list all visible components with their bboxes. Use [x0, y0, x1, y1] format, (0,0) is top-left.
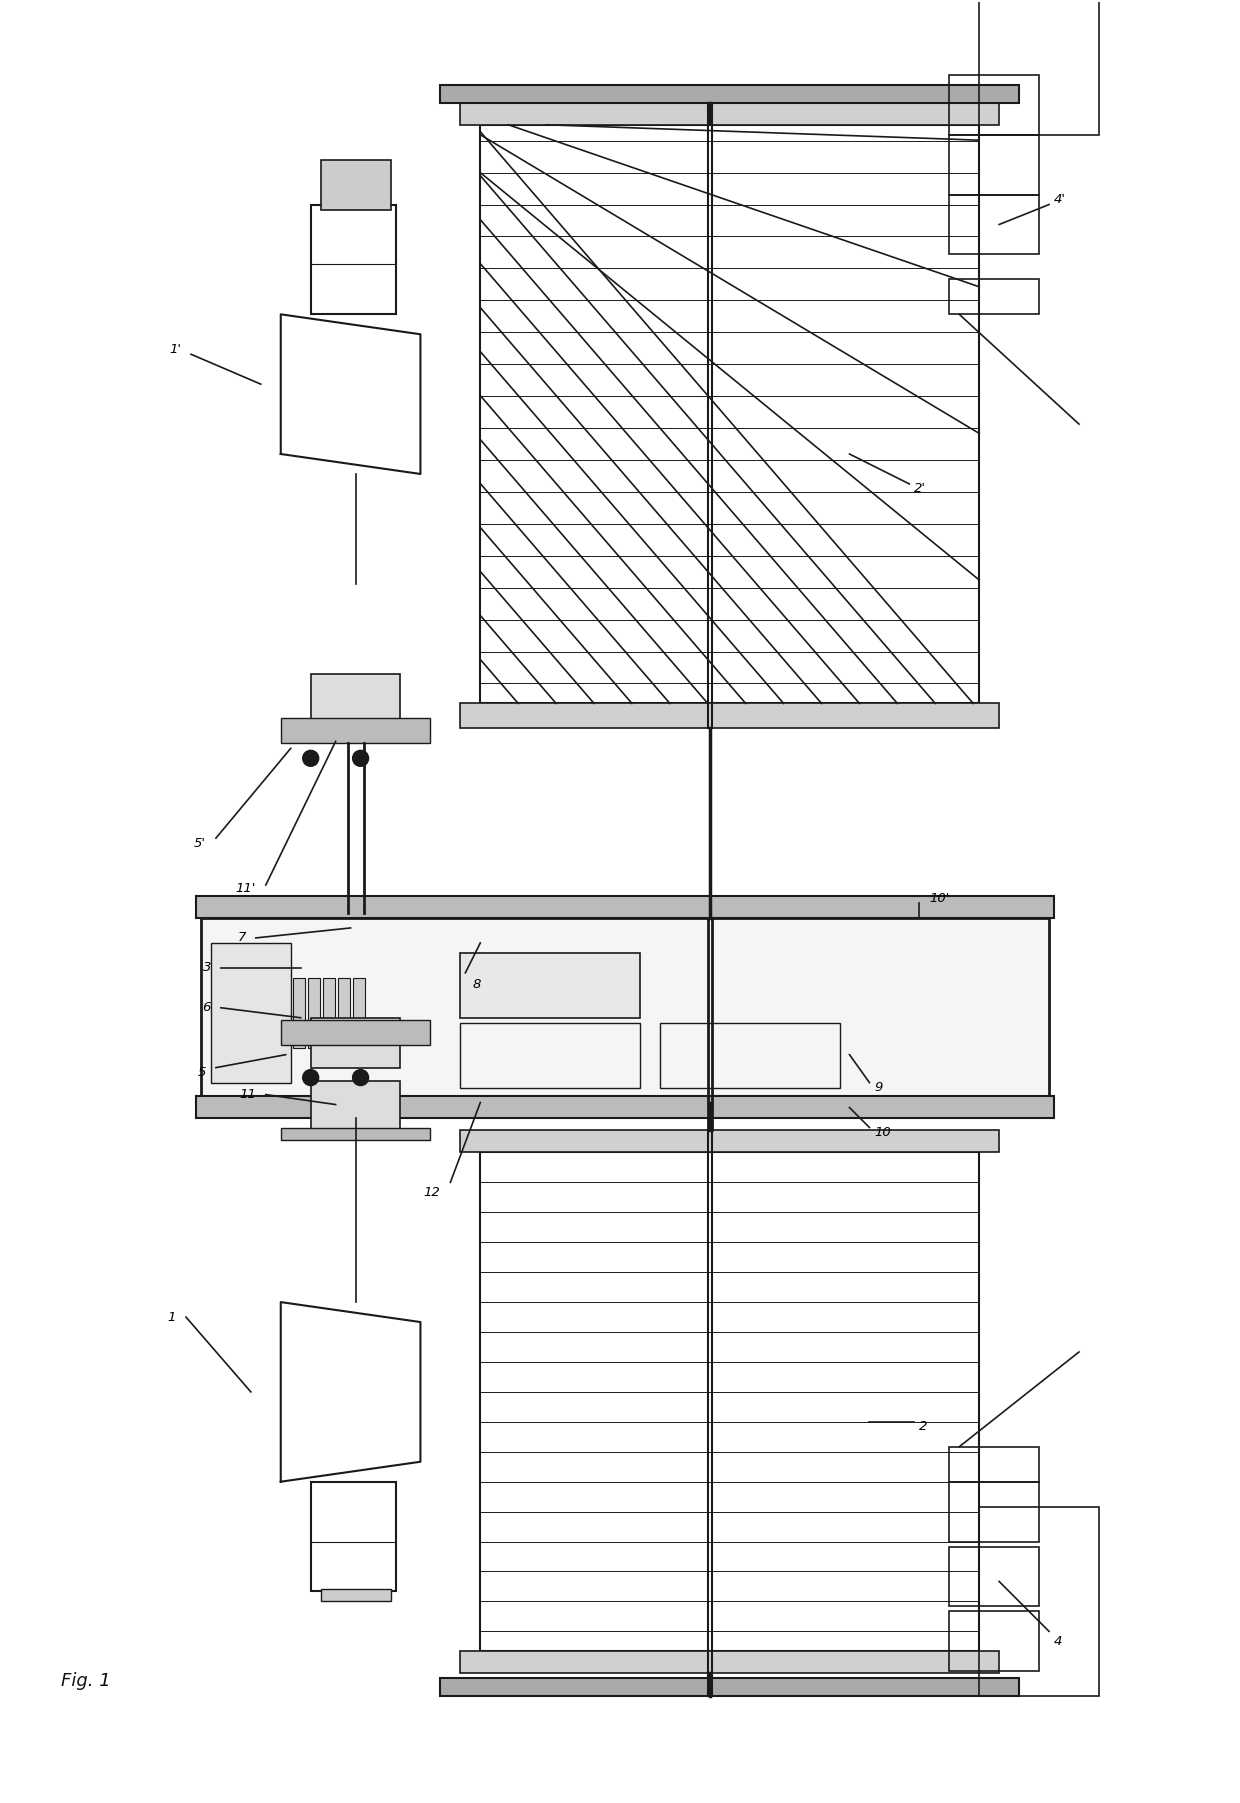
Text: 6: 6 — [202, 1001, 211, 1015]
Bar — [950, 195, 1039, 254]
Bar — [311, 1080, 401, 1130]
Text: 11: 11 — [239, 1087, 255, 1102]
Bar — [352, 977, 365, 1048]
Bar — [321, 160, 391, 209]
Bar — [460, 1130, 999, 1152]
Bar — [480, 1152, 980, 1652]
Bar — [660, 1022, 839, 1087]
Bar — [440, 1679, 1019, 1697]
Text: 11': 11' — [236, 882, 255, 894]
Polygon shape — [280, 1302, 420, 1482]
Bar — [950, 135, 1039, 195]
Bar — [480, 124, 980, 703]
Bar — [460, 1652, 999, 1673]
Bar — [337, 977, 350, 1048]
Text: 2: 2 — [919, 1421, 928, 1433]
Bar — [322, 977, 335, 1048]
Text: 5: 5 — [197, 1066, 206, 1080]
Bar — [980, 0, 1099, 135]
Bar — [460, 103, 999, 124]
Bar — [440, 85, 1019, 103]
Text: 12: 12 — [424, 1186, 440, 1199]
Text: 5': 5' — [193, 837, 206, 849]
Bar — [950, 279, 1039, 314]
Bar — [950, 1482, 1039, 1542]
Bar — [460, 952, 640, 1017]
Bar — [280, 1020, 430, 1044]
Circle shape — [352, 750, 368, 766]
Bar — [280, 1129, 430, 1141]
Bar — [308, 977, 320, 1048]
Text: Fig. 1: Fig. 1 — [61, 1671, 112, 1689]
Bar — [950, 76, 1039, 135]
Bar — [280, 718, 430, 743]
Circle shape — [303, 1069, 319, 1085]
Bar — [196, 896, 1054, 918]
Bar — [311, 1017, 401, 1067]
Bar — [460, 703, 999, 728]
Bar — [980, 1507, 1099, 1697]
Text: 9: 9 — [874, 1082, 883, 1094]
Text: 10': 10' — [929, 891, 950, 905]
Bar — [311, 1482, 396, 1592]
Bar — [201, 918, 1049, 1103]
Text: 1': 1' — [169, 343, 181, 355]
Bar — [293, 977, 305, 1048]
Text: 3: 3 — [202, 961, 211, 974]
Circle shape — [303, 750, 319, 766]
Bar — [311, 204, 396, 314]
Bar — [211, 943, 290, 1082]
Text: 1: 1 — [167, 1311, 176, 1323]
Text: 7: 7 — [238, 932, 246, 945]
Polygon shape — [280, 314, 420, 474]
Text: 8: 8 — [472, 979, 481, 992]
Bar — [460, 1022, 640, 1087]
Text: 2': 2' — [914, 483, 926, 496]
Bar — [950, 1446, 1039, 1482]
Bar — [950, 1612, 1039, 1671]
Bar — [196, 1096, 1054, 1118]
Text: 10: 10 — [874, 1127, 892, 1139]
Bar — [311, 674, 401, 723]
Bar — [321, 1590, 391, 1601]
Text: 4: 4 — [1054, 1635, 1063, 1648]
Text: 4': 4' — [1054, 193, 1066, 206]
Bar — [950, 1547, 1039, 1606]
Circle shape — [352, 1069, 368, 1085]
